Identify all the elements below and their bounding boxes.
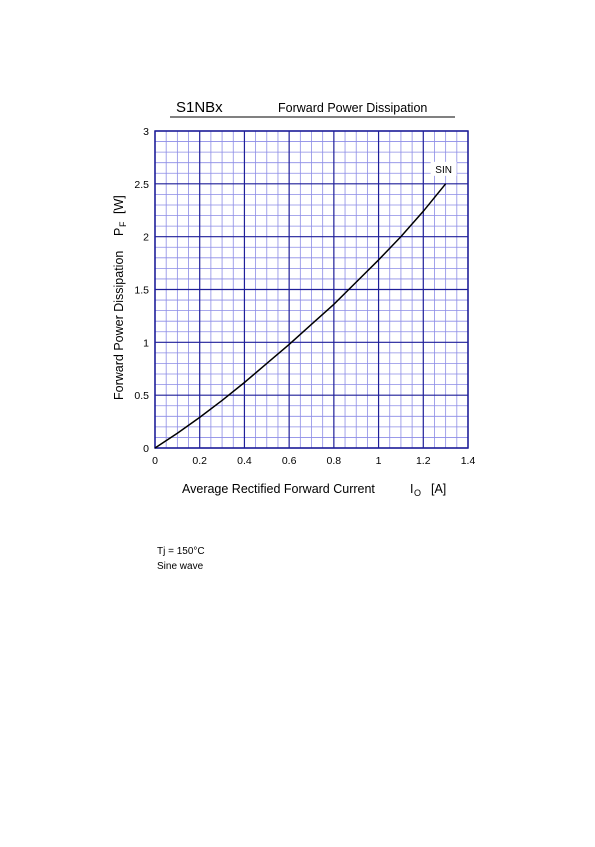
y-tick-label: 1 bbox=[143, 337, 149, 349]
chart-subtitle: Forward Power Dissipation bbox=[278, 101, 427, 115]
x-tick-label: 0.6 bbox=[282, 455, 297, 467]
x-tick-label: 0.2 bbox=[192, 455, 207, 467]
series-label: SIN bbox=[435, 165, 452, 176]
y-tick-label: 3 bbox=[143, 126, 149, 138]
y-axis-label-group: Forward Power Dissipation P F [W] bbox=[112, 195, 128, 400]
x-tick-label: 0.4 bbox=[237, 455, 252, 467]
x-axis-label: Average Rectified Forward Current bbox=[182, 482, 375, 496]
plot-border bbox=[154, 130, 469, 449]
y-tick-label: 1.5 bbox=[134, 285, 149, 297]
x-axis-unit: [A] bbox=[431, 482, 446, 496]
y-axis-symbol: P bbox=[112, 228, 126, 236]
y-axis-unit: [W] bbox=[112, 195, 126, 214]
y-tick-label: 2 bbox=[143, 232, 149, 244]
y-axis-label: Forward Power Dissipation bbox=[112, 251, 126, 400]
note: Tj = 150°C bbox=[157, 546, 205, 557]
plot: 0 0.2 0.4 0.6 0.8 1 1.2 1.4 0 0.5 1 1.5 2 2.5 3 SIN bbox=[134, 126, 475, 467]
note: Sine wave bbox=[157, 561, 204, 572]
x-tick-label: 1.4 bbox=[461, 455, 476, 467]
x-axis-symbol: I bbox=[410, 482, 413, 496]
series-line bbox=[154, 183, 447, 449]
y-tick-label: 2.5 bbox=[134, 179, 149, 191]
x-axis-subscript: O bbox=[414, 488, 421, 498]
y-axis-subscript: F bbox=[118, 221, 128, 227]
x-tick-label: 1 bbox=[376, 455, 382, 467]
y-tick-label: 0 bbox=[143, 443, 149, 455]
x-tick-label: 1.2 bbox=[416, 455, 431, 467]
chart-title: S1NBx bbox=[176, 99, 223, 116]
x-tick-label: 0 bbox=[152, 455, 158, 467]
x-tick-label: 0.8 bbox=[327, 455, 342, 467]
series-label-bg bbox=[430, 161, 457, 176]
y-tick-label: 0.5 bbox=[134, 390, 149, 402]
